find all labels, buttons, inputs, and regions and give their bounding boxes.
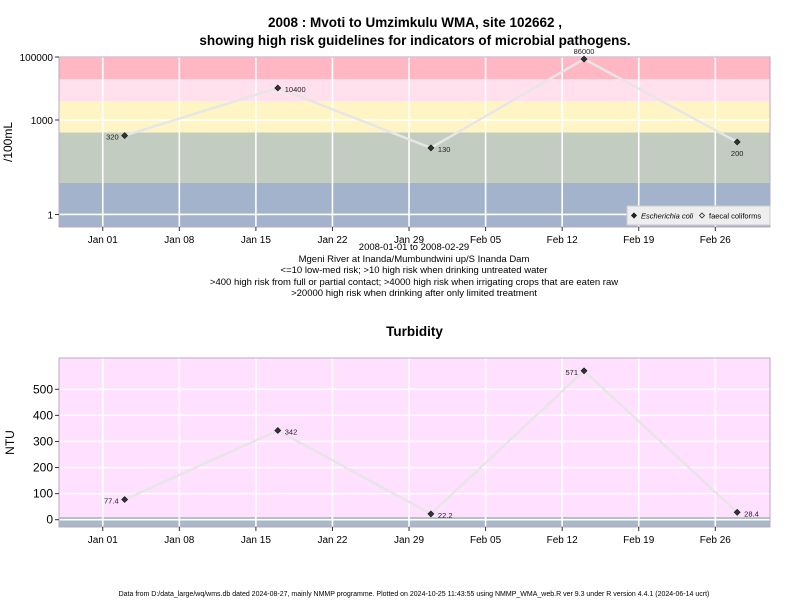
x-tick-label: Feb 19	[623, 535, 655, 546]
data-point	[121, 132, 129, 139]
turbidity-panel: Turbidity Jan 01 Jan 08 Jan 15 Jan 22 Jan 29 F…	[3, 324, 771, 546]
y-tick-label: 1	[47, 210, 53, 221]
caption-location: Mgeni River at Inanda/Mumbundwini up/S I…	[299, 254, 530, 265]
legend: Escherichia coli faecal coliforms	[626, 205, 771, 226]
caption-dates: 2008-01-01 to 2008-02-29	[359, 242, 469, 253]
data-point	[733, 138, 741, 146]
risk-band	[59, 79, 770, 102]
data-label: 86000	[574, 47, 595, 56]
y-tick-label: 1000	[31, 116, 54, 127]
legend-symbol	[698, 212, 706, 219]
data-label: 130	[438, 145, 451, 154]
y-axis-label: /100mL	[1, 122, 15, 162]
legend-label: Escherichia coli	[641, 212, 693, 221]
y-axis-label: NTU	[3, 430, 17, 455]
x-tick-label: Jan 01	[88, 535, 118, 546]
data-point	[580, 367, 588, 375]
x-tick-label: Jan 15	[241, 235, 271, 246]
chart-title-line-1: 2008 : Mvoti to Umzimkulu WMA, site 1026…	[268, 15, 562, 30]
x-tick-label: Jan 01	[88, 235, 118, 246]
data-label: 571	[566, 368, 579, 377]
footer-note: Data from D:/data_large/wq/wms.db dated …	[119, 591, 710, 598]
data-label: 77.4	[104, 497, 119, 506]
x-tick-label: Jan 22	[317, 235, 347, 246]
legend-label: faecal coliforms	[709, 212, 761, 221]
data-label: 10400	[285, 85, 306, 94]
data-label: 320	[106, 133, 119, 142]
x-tick-label: Jan 08	[164, 535, 194, 546]
risk-band	[59, 101, 770, 133]
legend-box	[626, 205, 771, 226]
data-label: 28.4	[744, 509, 759, 518]
y-tick-label: 0	[46, 513, 53, 527]
x-tick-label: Jan 08	[164, 235, 194, 246]
plot-frame	[58, 357, 771, 528]
x-tick-label: Feb 05	[470, 535, 502, 546]
legend-symbol	[630, 212, 638, 219]
data-point	[580, 55, 588, 63]
x-tick-label: Feb 12	[547, 535, 579, 546]
data-point	[427, 144, 435, 152]
microbial-panel: Jan 01 Jan 08 Jan 15 Jan 22 Jan 29 Feb 05 Feb …	[1, 47, 771, 246]
x-tick-label: Feb 05	[470, 235, 502, 246]
x-tick-label: Jan 15	[241, 535, 271, 546]
data-point	[274, 427, 282, 434]
y-tick-label: 100	[33, 487, 53, 501]
data-point	[733, 508, 741, 516]
y-tick-label: 200	[33, 461, 53, 475]
y-tick-label: 400	[33, 408, 53, 422]
chart-title-line-2: showing high risk guidelines for indicat…	[199, 33, 630, 48]
x-tick-label: Feb 12	[547, 235, 579, 246]
caption-risk-1: <=10 low-med risk; >10 high risk when dr…	[281, 265, 548, 276]
panel-title: Turbidity	[386, 324, 443, 339]
risk-band	[59, 57, 770, 80]
x-tick-label: Feb 26	[700, 535, 732, 546]
x-tick-label: Jan 29	[394, 235, 424, 246]
data-label: 22.2	[438, 511, 453, 520]
data-label: 342	[285, 428, 298, 437]
plot-frame	[58, 56, 771, 228]
x-tick-label: Jan 22	[317, 535, 347, 546]
caption-risk-3: >20000 high risk when drinking after onl…	[291, 288, 537, 299]
x-tick-label: Feb 26	[700, 235, 732, 246]
data-point	[427, 510, 435, 518]
y-tick-label: 300	[33, 434, 53, 448]
y-tick-label: 500	[33, 382, 53, 396]
y-tick-label: 100000	[20, 53, 54, 64]
x-tick-label: Feb 19	[623, 235, 655, 246]
caption-risk-2: >400 high risk from full or partial cont…	[210, 277, 618, 288]
risk-band	[59, 358, 770, 518]
data-point	[274, 84, 282, 92]
data-point	[121, 496, 129, 503]
data-label: 200	[731, 149, 744, 158]
risk-band	[59, 517, 770, 527]
x-tick-label: Jan 29	[394, 535, 424, 546]
risk-band	[59, 132, 770, 183]
